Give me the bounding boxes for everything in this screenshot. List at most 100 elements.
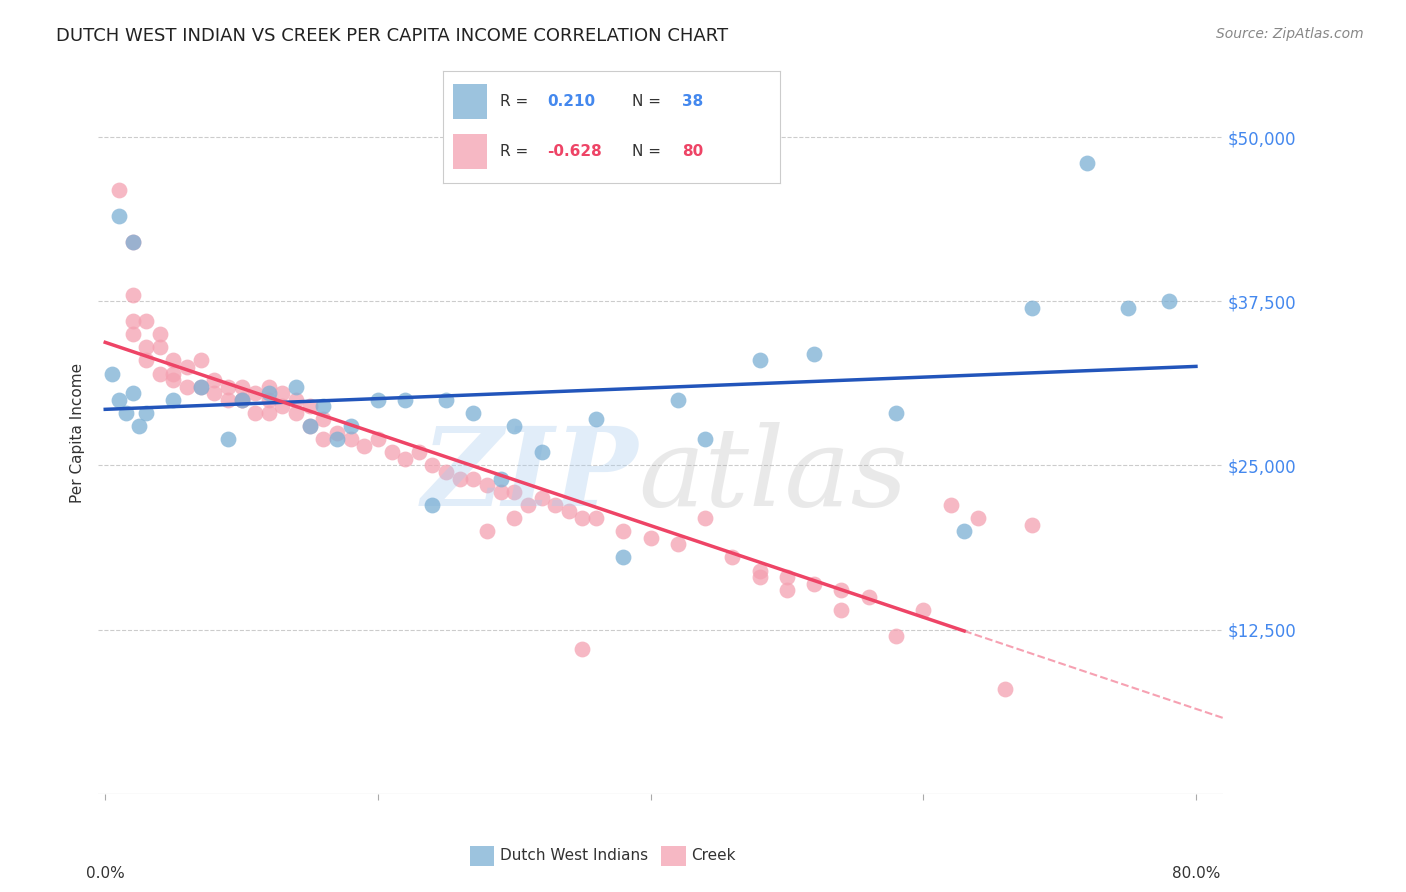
Point xyxy=(149,367,172,381)
Point xyxy=(312,400,335,414)
Point xyxy=(298,419,321,434)
Point xyxy=(558,504,581,518)
Point xyxy=(271,400,294,414)
Text: Source: ZipAtlas.com: Source: ZipAtlas.com xyxy=(1216,27,1364,41)
Point xyxy=(135,353,157,368)
Point xyxy=(1021,517,1043,532)
Point xyxy=(422,498,444,512)
Point xyxy=(257,392,280,407)
Point xyxy=(408,445,430,459)
Point xyxy=(1021,301,1043,315)
Point xyxy=(463,472,485,486)
Text: 0.210: 0.210 xyxy=(547,94,596,109)
Point xyxy=(162,367,184,381)
Point xyxy=(202,373,225,387)
Point xyxy=(312,432,335,446)
Point xyxy=(353,439,375,453)
Point xyxy=(135,314,157,328)
Point xyxy=(1076,156,1098,170)
Point xyxy=(544,498,567,512)
Point xyxy=(162,373,184,387)
Point xyxy=(245,406,267,420)
Point xyxy=(585,511,607,525)
Point xyxy=(176,379,198,393)
Point xyxy=(149,327,172,342)
Point xyxy=(530,491,553,506)
Bar xyxy=(470,846,495,866)
Point xyxy=(475,478,498,492)
Point xyxy=(114,406,136,420)
Point xyxy=(108,209,131,223)
Point xyxy=(666,537,689,551)
Point xyxy=(434,465,457,479)
Point xyxy=(422,458,444,473)
Point xyxy=(503,484,526,499)
Point xyxy=(585,412,607,426)
Point xyxy=(640,531,662,545)
Point xyxy=(121,235,143,249)
Point xyxy=(380,445,402,459)
Point xyxy=(121,314,143,328)
Point xyxy=(217,432,239,446)
Point xyxy=(231,379,253,393)
Point xyxy=(135,340,157,354)
Text: DUTCH WEST INDIAN VS CREEK PER CAPITA INCOME CORRELATION CHART: DUTCH WEST INDIAN VS CREEK PER CAPITA IN… xyxy=(56,27,728,45)
Point xyxy=(695,511,717,525)
Point xyxy=(231,392,253,407)
Point xyxy=(530,445,553,459)
Point xyxy=(394,392,416,407)
Point xyxy=(257,386,280,401)
Point xyxy=(271,386,294,401)
Point xyxy=(1157,294,1180,309)
Point xyxy=(121,386,143,401)
Point xyxy=(503,511,526,525)
Bar xyxy=(453,134,486,169)
Point xyxy=(245,386,267,401)
Bar xyxy=(661,846,686,866)
Point xyxy=(884,406,907,420)
Point xyxy=(953,524,976,538)
Text: N =: N = xyxy=(631,145,665,159)
Point xyxy=(190,353,212,368)
Point xyxy=(748,570,770,584)
Point xyxy=(571,511,593,525)
Point xyxy=(231,392,253,407)
Text: 38: 38 xyxy=(682,94,704,109)
Point xyxy=(434,392,457,407)
Point xyxy=(298,419,321,434)
Text: R =: R = xyxy=(501,94,533,109)
Point xyxy=(666,392,689,407)
Point xyxy=(612,550,634,565)
Point xyxy=(721,550,744,565)
Text: Creek: Creek xyxy=(692,847,735,863)
Point xyxy=(339,419,361,434)
Point xyxy=(149,340,172,354)
Text: Dutch West Indians: Dutch West Indians xyxy=(501,847,648,863)
Point xyxy=(162,353,184,368)
Point xyxy=(830,603,852,617)
Point xyxy=(463,406,485,420)
Point xyxy=(217,379,239,393)
Text: R =: R = xyxy=(501,145,533,159)
Text: 80: 80 xyxy=(682,145,704,159)
Point xyxy=(231,392,253,407)
Point xyxy=(912,603,935,617)
Point xyxy=(339,432,361,446)
Point xyxy=(394,451,416,466)
Y-axis label: Per Capita Income: Per Capita Income xyxy=(69,362,84,503)
Point xyxy=(298,400,321,414)
Point xyxy=(190,379,212,393)
Point xyxy=(326,432,349,446)
Point xyxy=(257,379,280,393)
Point xyxy=(190,379,212,393)
Point xyxy=(748,353,770,368)
Point xyxy=(135,406,157,420)
Point xyxy=(326,425,349,440)
Point xyxy=(858,590,880,604)
Point xyxy=(776,570,799,584)
Point xyxy=(939,498,962,512)
Point xyxy=(367,432,389,446)
Point xyxy=(516,498,538,512)
Text: N =: N = xyxy=(631,94,665,109)
Point xyxy=(803,347,825,361)
